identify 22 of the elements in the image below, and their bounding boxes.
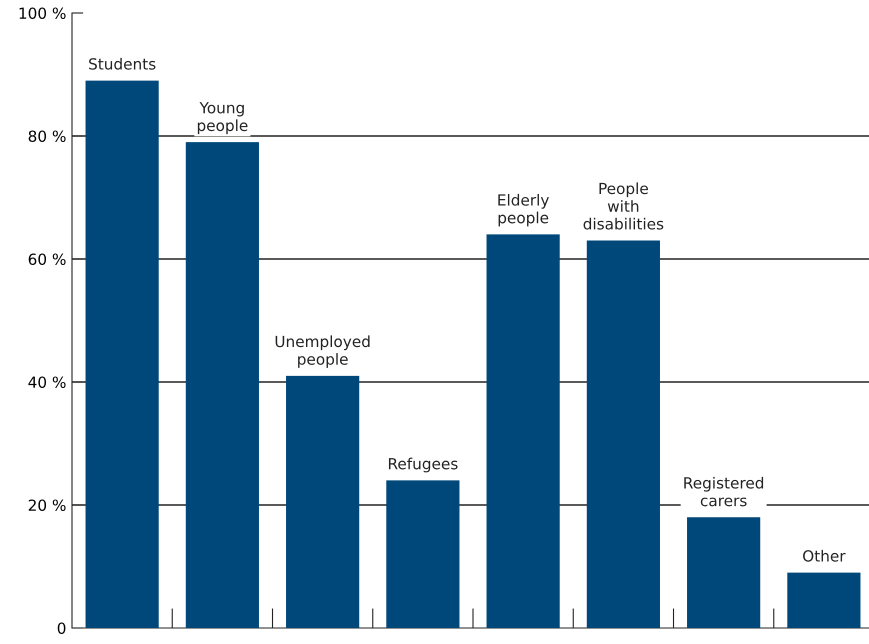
y-tick-label: 60 % <box>28 253 66 266</box>
x-tick-label: Other <box>803 550 846 562</box>
x-tick-label: People with disabilities <box>584 182 664 230</box>
bar <box>286 376 360 628</box>
x-tick-label: Elderly people <box>498 194 549 226</box>
x-tick-label: Registered carers <box>684 476 764 506</box>
x-tick-label: Refugees <box>388 458 458 472</box>
y-tick-label: 80 % <box>28 130 66 142</box>
bar <box>86 80 159 628</box>
x-tick-label: Young people <box>198 102 248 134</box>
x-tick-label: Students <box>89 58 156 70</box>
bar <box>186 142 259 628</box>
x-tick-label: Unemployed people <box>276 335 370 368</box>
y-tick-label: 40 % <box>28 376 66 388</box>
bar <box>787 572 860 628</box>
y-tick-label: 20 % <box>28 499 66 512</box>
y-tick-label: 100 % <box>20 7 66 20</box>
bar <box>586 240 660 628</box>
y-tick-label: 0 <box>58 622 66 634</box>
bar <box>687 517 760 628</box>
bar <box>386 480 460 628</box>
bar <box>486 234 560 628</box>
